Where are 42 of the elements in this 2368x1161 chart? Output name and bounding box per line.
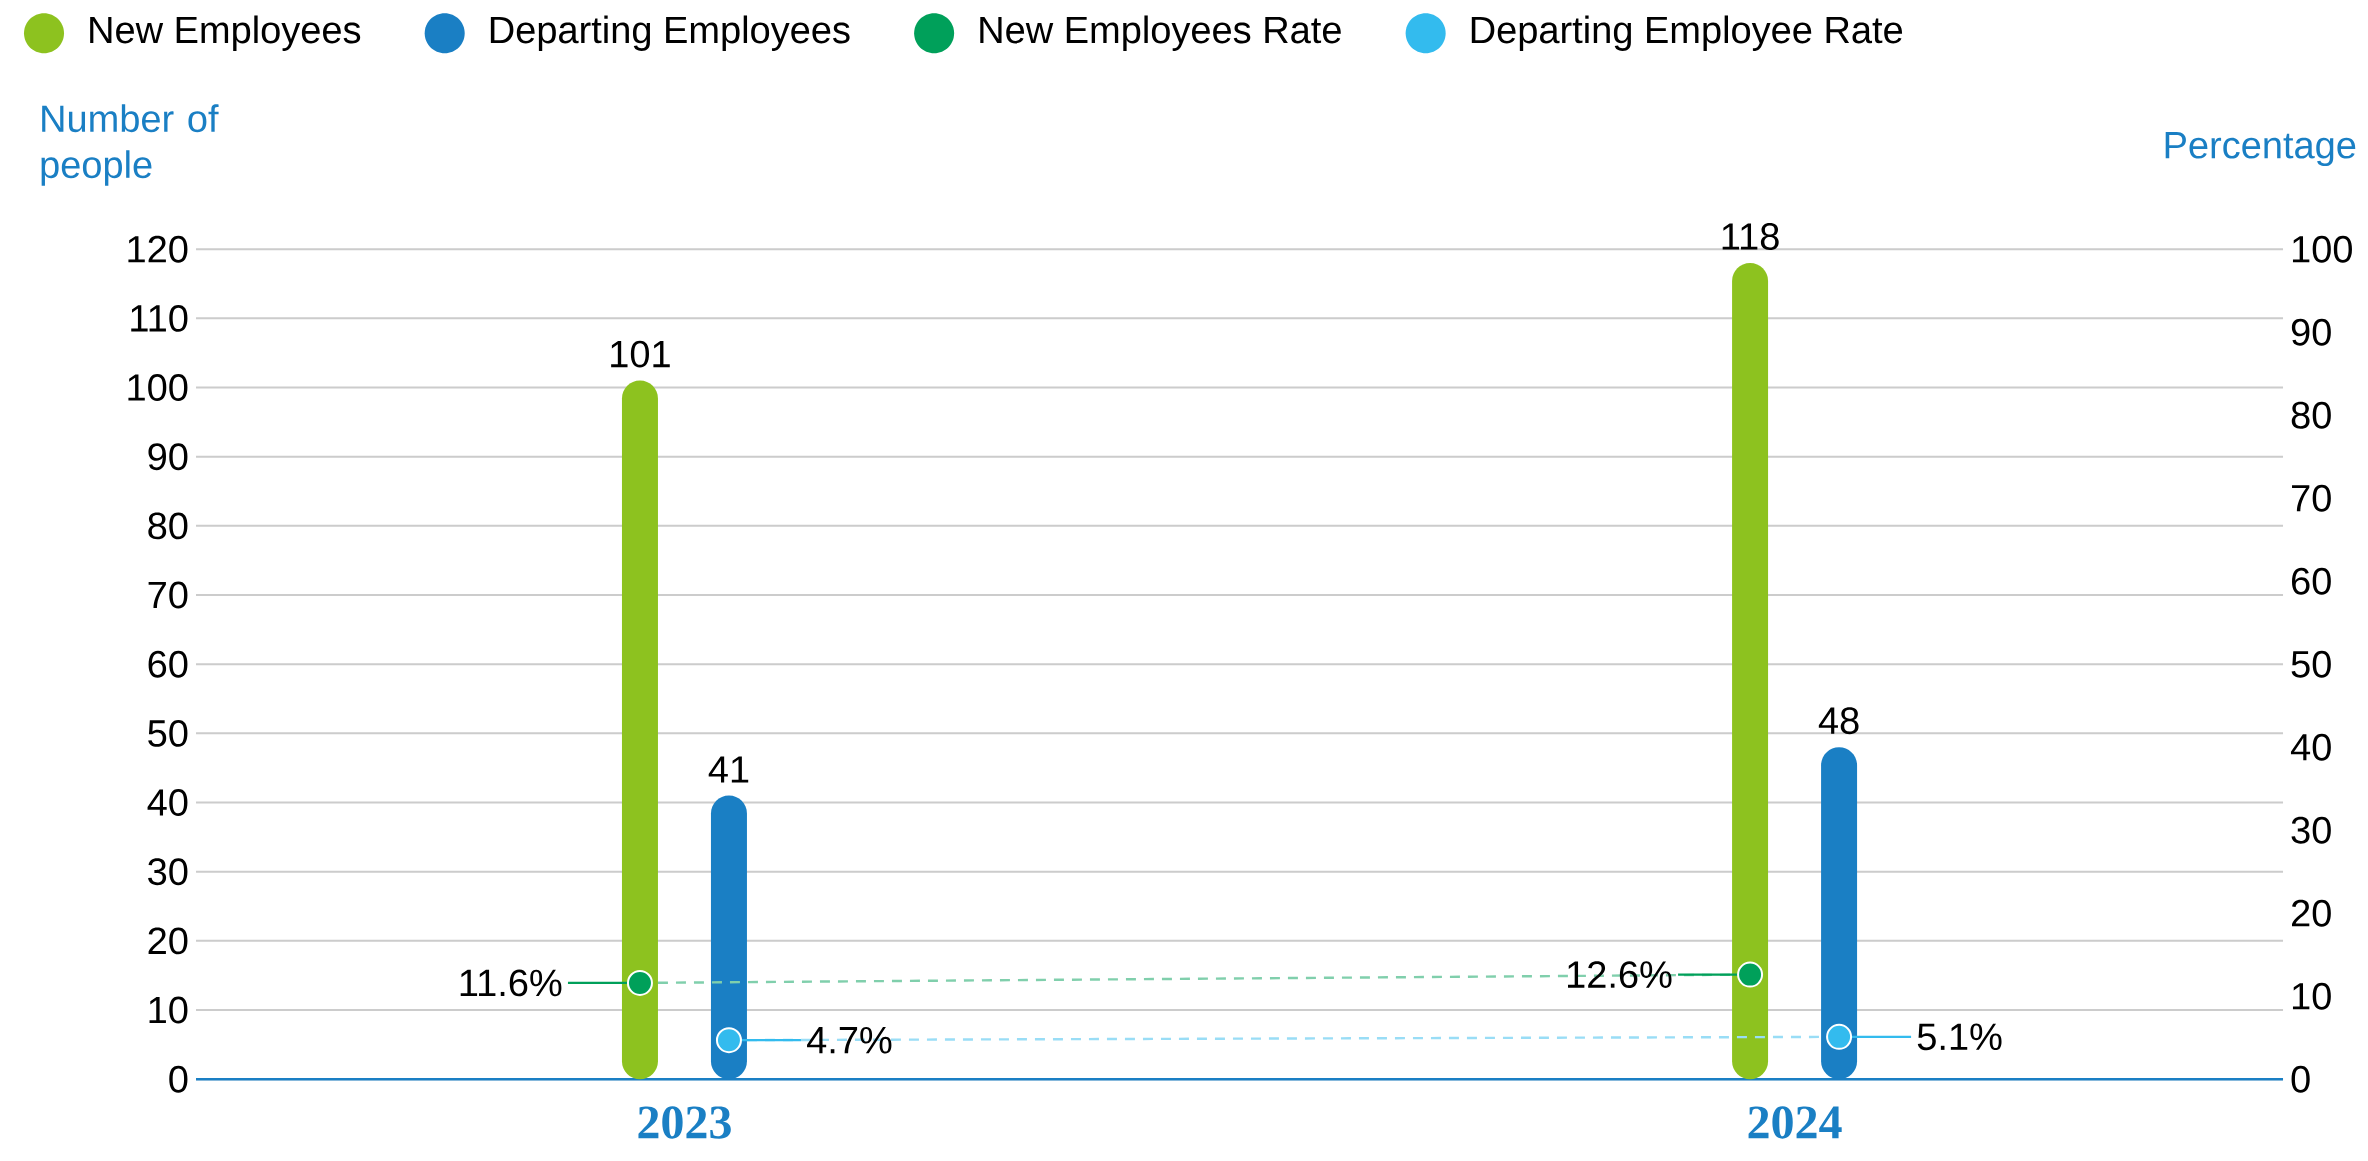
y-tick-label: 10: [149, 996, 188, 1024]
data-label: 11.6%: [460, 969, 562, 997]
y2-axis-title: Percentage: [2165, 132, 2356, 167]
legend-label: New Employees Rate: [980, 15, 1341, 51]
y2-tick-label: 10: [2292, 982, 2331, 1010]
data-label: 12.6%: [1568, 961, 1672, 988]
legend-label: Departing Employee Rate: [1471, 15, 1903, 51]
y-tick-label: 100: [128, 373, 188, 401]
data-label: 101: [611, 340, 670, 368]
y-tick-label: 30: [148, 858, 188, 886]
y-tick-label: 110: [131, 304, 188, 332]
y2-tick-label: 20: [2292, 899, 2331, 927]
y-tick-label: 60: [148, 650, 188, 678]
y-tick-label: 20: [148, 927, 188, 955]
y2-tick-label: 30: [2291, 816, 2331, 844]
data-label: 118: [1722, 222, 1779, 250]
y-tick-label: 50: [148, 719, 188, 747]
bar: [621, 380, 658, 1080]
y2-tick-label: 50: [2291, 650, 2331, 678]
x-tick-label: 2023: [638, 1106, 731, 1139]
y-axis-title: Number of people: [41, 104, 219, 186]
data-label: 48: [1818, 707, 1859, 735]
y2-tick-label: 60: [2292, 567, 2331, 595]
y2-tick-label: 70: [2292, 484, 2331, 512]
y2-tick-label: 0: [2291, 1065, 2310, 1093]
legend-label: Departing Employees: [490, 15, 850, 51]
y2-tick-label: 40: [2290, 733, 2331, 761]
y-tick-label: 80: [148, 512, 188, 540]
legend-label: New Employees: [90, 15, 361, 51]
y-tick-label: 0: [169, 1065, 188, 1093]
y2-tick-label: 80: [2291, 401, 2331, 429]
y-tick-label: 40: [147, 788, 188, 816]
y-tick-label: 120: [128, 235, 188, 263]
y-tick-label: 90: [148, 443, 188, 471]
data-label: 4.7%: [807, 1026, 892, 1054]
bar: [1732, 262, 1769, 1080]
y2-tick-label: 90: [2291, 318, 2331, 346]
data-label: 5.1%: [1917, 1023, 2002, 1051]
x-tick-label: 2024: [1748, 1106, 1842, 1139]
y-tick-label: 70: [148, 581, 188, 609]
y2-tick-label: 100: [2292, 235, 2352, 263]
data-label: 41: [708, 756, 749, 783]
